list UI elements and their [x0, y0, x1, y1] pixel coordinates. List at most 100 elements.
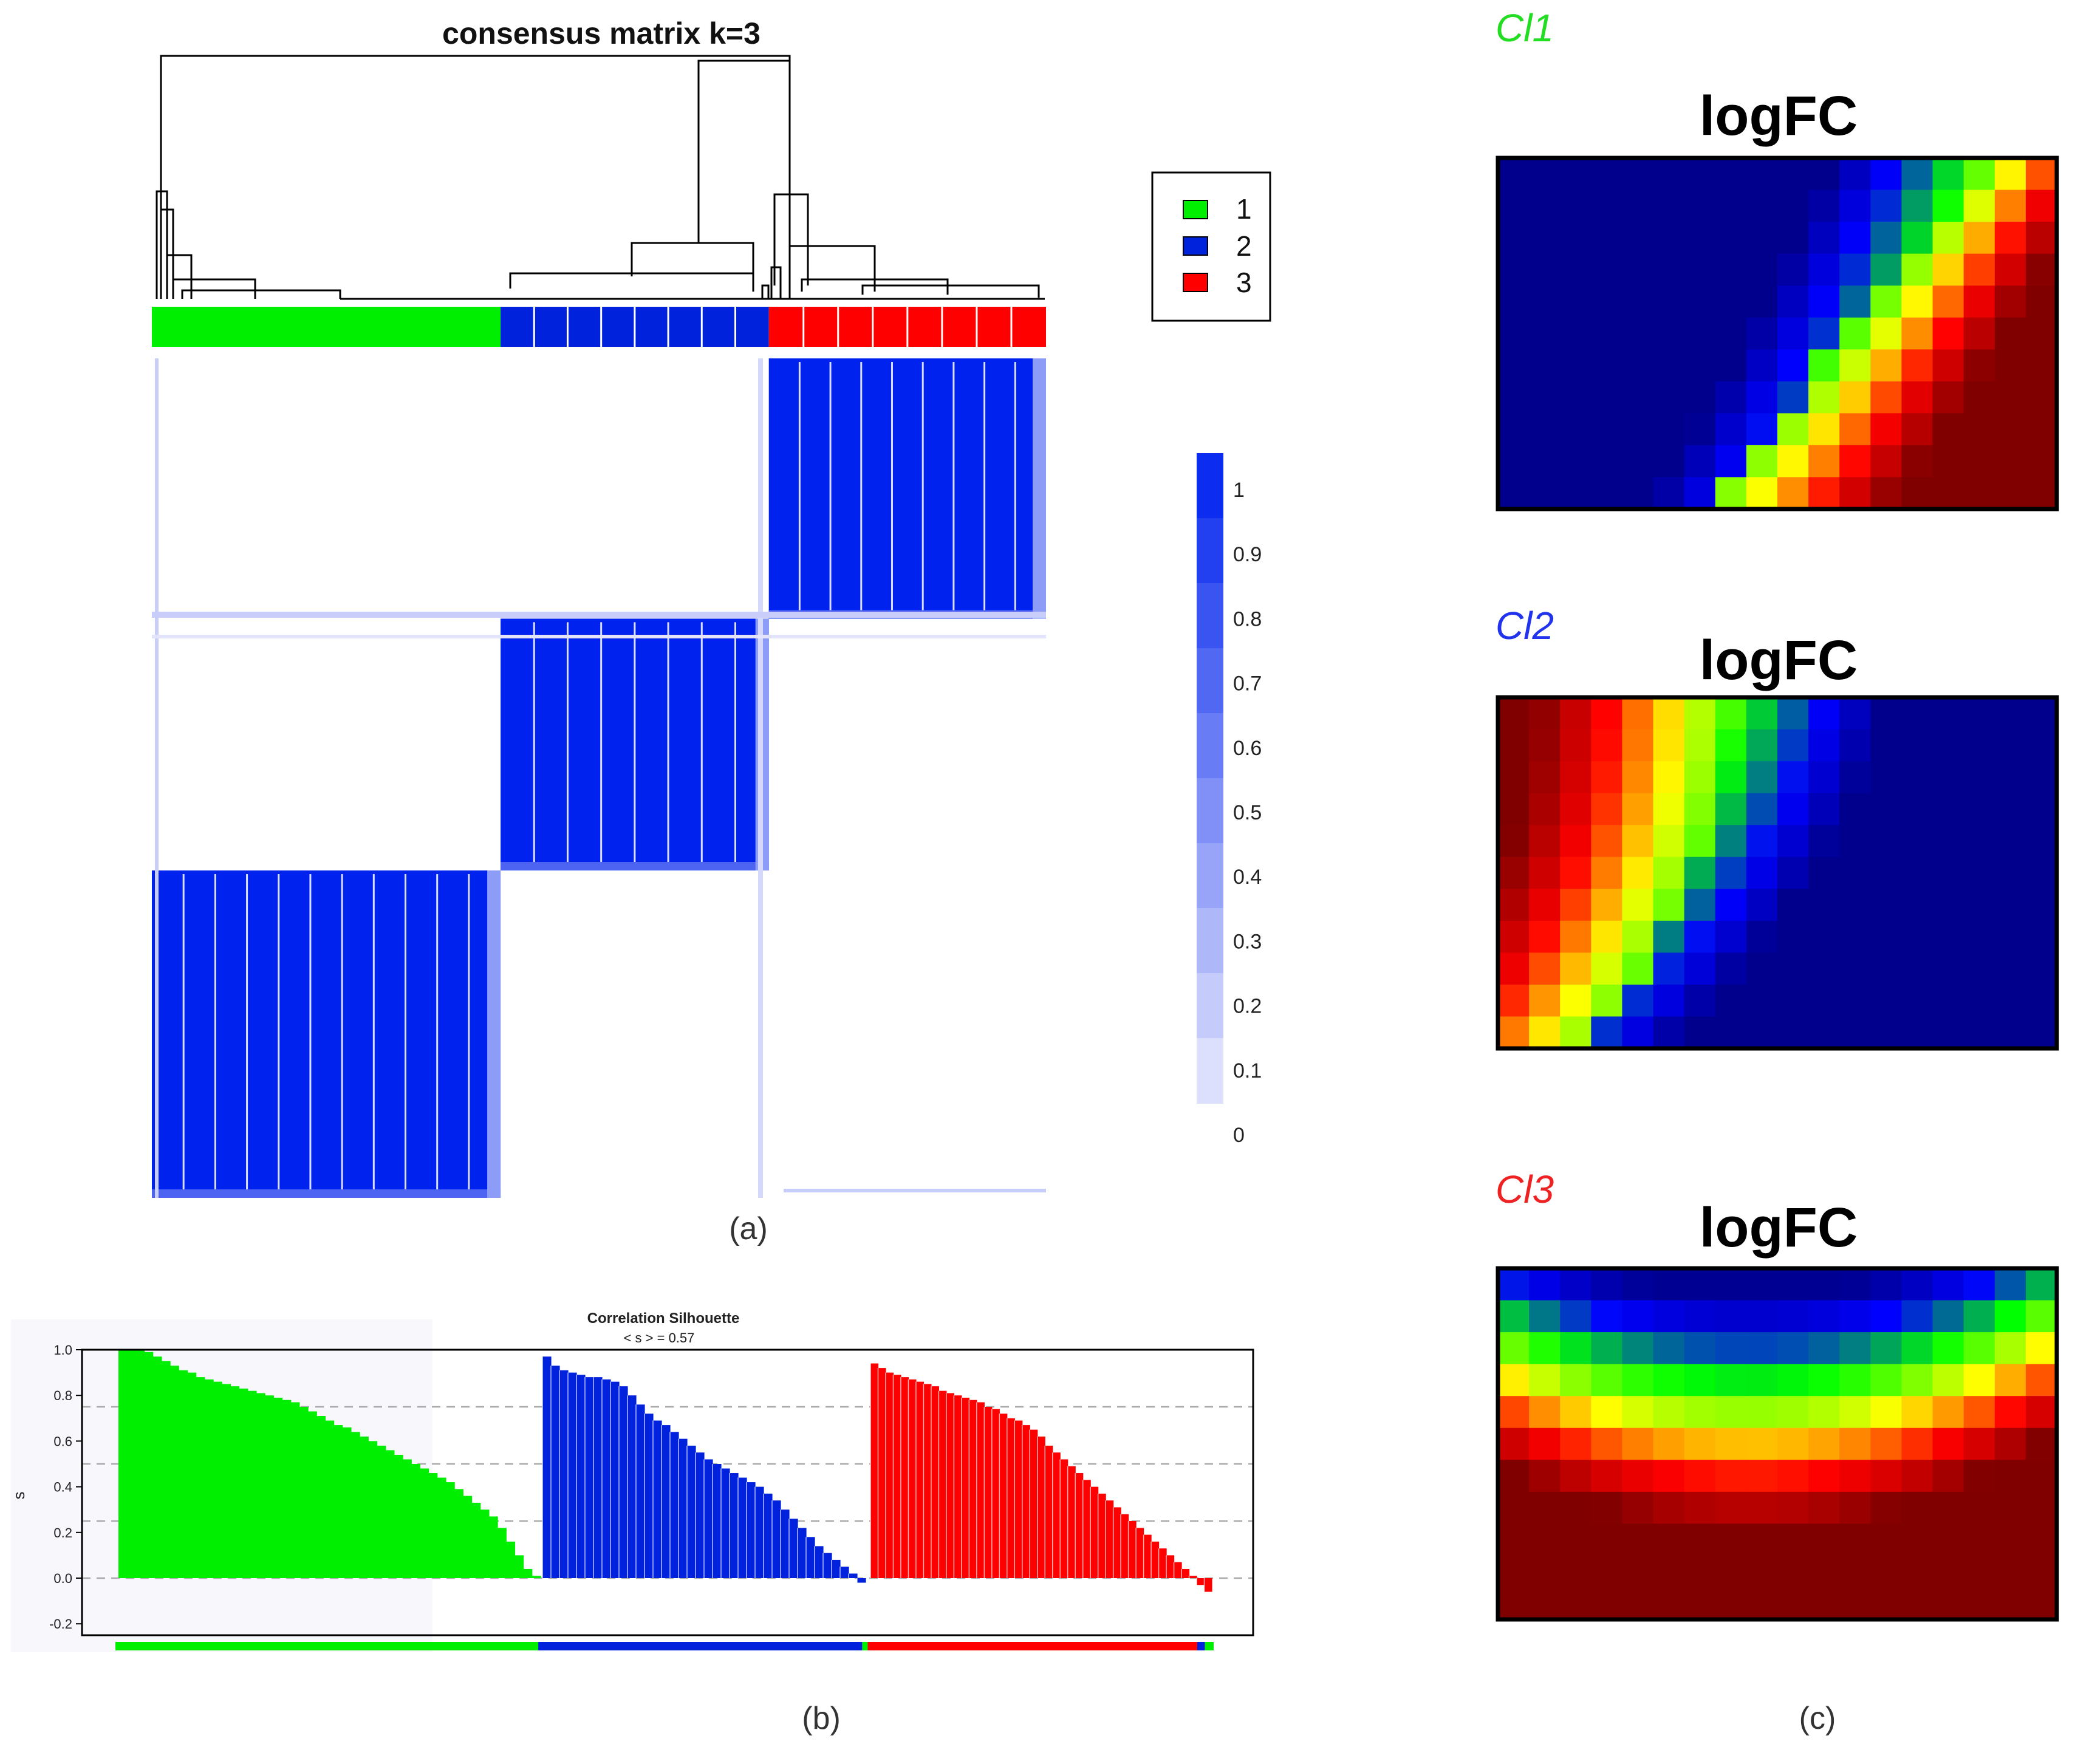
logfc-cell: [1622, 889, 1654, 921]
logfc-cell: [1932, 889, 1964, 921]
logfc-cell: [1963, 793, 1995, 826]
logfc-cell: [1777, 1268, 1809, 1301]
logfc-cell: [1498, 317, 1530, 350]
logfc-cell: [1715, 317, 1747, 350]
logfc-cell: [1591, 445, 1623, 478]
silhouette-bar-1: [333, 1425, 343, 1578]
silhouette-bar-1: [342, 1427, 352, 1578]
logfc-cell: [1808, 793, 1841, 826]
silhouette-frame: [81, 1349, 1254, 1636]
logfc-cell: [1746, 285, 1778, 318]
silhouette-y-tick-label: 0.2: [53, 1525, 72, 1540]
logfc-cell: [1839, 984, 1872, 1017]
silhouette-bar-1: [230, 1386, 240, 1578]
logfc-cell: [1498, 793, 1530, 826]
logfc-cell: [1529, 381, 1561, 414]
silhouette-bar-1: [299, 1407, 309, 1578]
logfc-cell: [1870, 158, 1902, 191]
logfc-cell: [1653, 1427, 1685, 1461]
logfc-cell: [1870, 222, 1902, 255]
logfc-cell: [1963, 1460, 1995, 1492]
logfc-cell: [1746, 984, 1778, 1017]
silhouette-membership-strip: [115, 1642, 1214, 1650]
logfc-cell: [1963, 222, 1995, 255]
silhouette-bar-3: [915, 1381, 925, 1578]
logfc-cell: [1932, 158, 1964, 191]
logfc-cell: [1994, 1396, 2026, 1429]
silhouette-bar-2: [772, 1500, 781, 1578]
logfc-cell: [1994, 222, 2026, 255]
logfc-cell: [1684, 1016, 1716, 1049]
silhouette-bar-1: [308, 1411, 317, 1578]
logfc-cell: [1653, 920, 1685, 954]
logfc-cell: [1839, 285, 1872, 318]
logfc-cell: [1777, 285, 1809, 318]
logfc-cell: [1715, 413, 1747, 446]
cl3-logfc-title: logFC: [1700, 1197, 1858, 1259]
legend-label-3: 3: [1236, 267, 1252, 298]
logfc-cell: [1746, 190, 1778, 222]
silhouette-bar-1: [118, 1350, 128, 1578]
logfc-cell: [1560, 729, 1592, 762]
logfc-cell: [1932, 1016, 1964, 1049]
logfc-cell: [1777, 1396, 1809, 1429]
logfc-cell: [1870, 413, 1902, 446]
logfc-cell: [1622, 952, 1654, 985]
silhouette-bar-2: [568, 1372, 577, 1578]
logfc-cell: [1777, 1587, 1809, 1620]
logfc-cell: [1560, 1427, 1592, 1461]
logfc-cell: [1684, 1427, 1716, 1461]
logfc-cell: [2025, 984, 2057, 1017]
logfc-cell: [2025, 1300, 2057, 1333]
logfc-cell: [1994, 697, 2026, 730]
logfc-cell: [1591, 1587, 1623, 1620]
silhouette-bar-2: [747, 1482, 756, 1578]
logfc-cell: [1498, 413, 1530, 446]
logfc-cell: [1591, 381, 1623, 414]
logfc-cell: [1839, 1300, 1872, 1333]
logfc-cell: [2025, 381, 2057, 414]
logfc-cell: [1715, 1460, 1747, 1492]
silhouette-bar-1: [437, 1477, 446, 1578]
logfc-cell: [1622, 1364, 1654, 1396]
logfc-cell: [1994, 158, 2026, 191]
logfc-cell: [2025, 1016, 2057, 1049]
logfc-cell: [1994, 413, 2026, 446]
logfc-cell: [1498, 952, 1530, 985]
panel-c: Cl1 logFC Cl2 logFC Cl3 logFC (c): [1496, 6, 2059, 1736]
logfc-cell: [2025, 1523, 2057, 1556]
silhouette-bar-1: [471, 1502, 481, 1578]
logfc-cell: [1653, 1523, 1685, 1556]
logfc-cell: [1591, 1300, 1623, 1333]
logfc-cell: [2025, 158, 2057, 191]
logfc-cell: [1684, 1300, 1716, 1333]
logfc-cell: [2025, 1587, 2057, 1620]
silhouette-bar-1: [445, 1482, 455, 1578]
logfc-cell: [1901, 1396, 1933, 1429]
block-edge-band: [487, 870, 501, 1198]
logfc-cell: [1560, 697, 1592, 730]
logfc-cell: [1839, 222, 1872, 255]
logfc-cell: [1870, 729, 1902, 762]
logfc-cell: [1715, 1427, 1747, 1461]
logfc-cell: [1994, 856, 2026, 890]
logfc-cell: [1715, 445, 1747, 478]
logfc-cell: [1963, 856, 1995, 890]
logfc-cell: [1591, 413, 1623, 446]
logfc-cell: [1746, 1460, 1778, 1492]
logfc-cell: [1932, 920, 1964, 954]
logfc-cell: [1498, 477, 1530, 510]
logfc-cell: [1684, 317, 1716, 350]
silhouette-bar-1: [411, 1464, 421, 1578]
silhouette-bar-2: [627, 1395, 637, 1578]
logfc-cell: [1560, 1491, 1592, 1525]
logfc-cell: [1963, 729, 1995, 762]
logfc-cell: [1746, 1332, 1778, 1365]
logfc-cell: [1591, 1332, 1623, 1365]
silhouette-bar-3: [954, 1395, 962, 1578]
logfc-cell: [1684, 761, 1716, 794]
logfc-cell: [1932, 222, 1964, 255]
logfc-cell: [2025, 1396, 2057, 1429]
logfc-cell: [1715, 1523, 1747, 1556]
